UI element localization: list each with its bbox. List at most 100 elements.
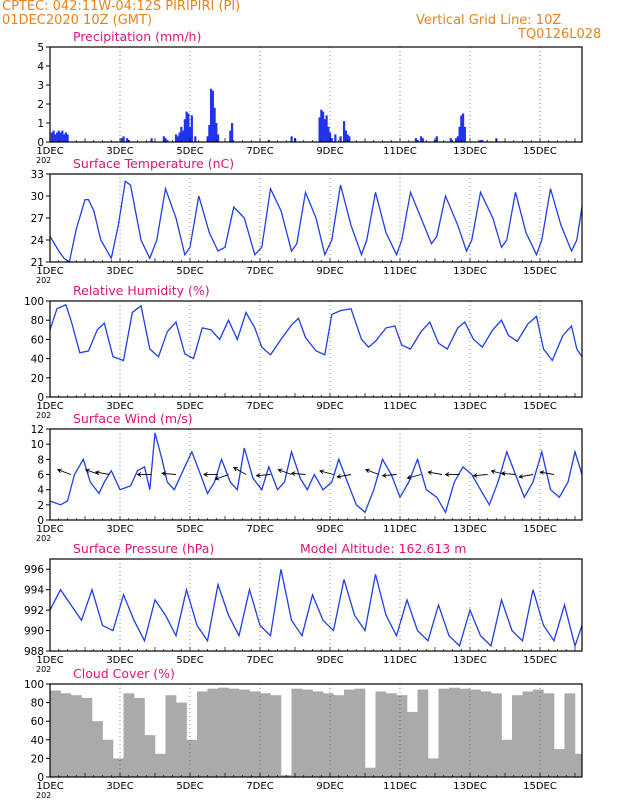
- wind-arrowhead: [161, 471, 166, 476]
- wind-arrow: [162, 472, 177, 475]
- x-tick-label: 3DEC: [106, 655, 133, 666]
- precip-bar: [50, 132, 53, 142]
- precip-bar: [421, 138, 424, 142]
- panel-2: [46, 173, 583, 264]
- x-tick-label: 11DEC: [383, 146, 417, 157]
- precip-bar: [189, 126, 192, 142]
- cloud-bar: [165, 695, 177, 777]
- y-tick-label: 20: [31, 373, 44, 385]
- y-tick-label: 20: [31, 753, 44, 765]
- wind-arrow: [365, 469, 380, 475]
- cloud-bar: [239, 689, 250, 777]
- panel-title: Surface Temperature (nC): [73, 156, 234, 171]
- x-tick-label: 11DEC: [383, 524, 417, 535]
- panel-6: [46, 683, 583, 778]
- wind-arrowhead: [214, 475, 220, 481]
- wind-arrow: [501, 472, 516, 475]
- cloud-bar: [375, 691, 387, 777]
- x-tick-label: 9DEC: [316, 146, 343, 157]
- cloud-bar: [438, 688, 450, 777]
- year-label: 202: [36, 411, 51, 420]
- cloud-bar: [491, 693, 502, 777]
- x-tick-label: 7DEC: [246, 524, 273, 535]
- wind-arrowhead: [319, 469, 324, 474]
- precip-bar: [215, 123, 218, 142]
- y-tick-label: 990: [24, 626, 44, 638]
- precip-bar: [231, 123, 234, 142]
- precip-bar: [322, 111, 325, 142]
- cloud-bar: [228, 688, 240, 777]
- y-tick-label: 24: [31, 235, 45, 247]
- panel-frame: [49, 558, 583, 652]
- cloud-bar: [60, 693, 72, 777]
- precip-bar: [162, 136, 165, 142]
- cloud-bar: [396, 695, 408, 777]
- cloud-bar: [543, 693, 555, 777]
- precip-bar: [187, 113, 190, 142]
- x-tick-label: 13DEC: [453, 146, 487, 157]
- x-tick-label: 13DEC: [453, 401, 487, 412]
- cloud-bar: [417, 689, 429, 777]
- panel-title: Precipitation (mm/h): [73, 29, 201, 44]
- x-tick-label: 3DEC: [106, 266, 133, 277]
- precip-bar: [66, 134, 69, 142]
- y-tick-label: 992: [24, 605, 44, 617]
- vertical-grid-label: Vertical Grid Line: 10Z: [416, 13, 562, 28]
- x-tick-label: 3DEC: [106, 524, 133, 535]
- precip-bar: [56, 132, 59, 142]
- cloud-bar: [302, 689, 313, 777]
- cloud-bar: [260, 693, 271, 777]
- y-tick-label: 3: [37, 80, 44, 92]
- y-tick-label: 10: [31, 439, 44, 451]
- panel-title: Cloud Cover (%): [73, 666, 175, 681]
- precip-bar: [458, 126, 461, 142]
- precip-bar: [150, 138, 153, 142]
- x-tick-label: 1DEC: [36, 266, 63, 277]
- y-tick-label: 8: [37, 454, 44, 466]
- y-tick-label: 27: [31, 213, 44, 225]
- year-label: 202: [36, 665, 51, 674]
- cloud-bar: [449, 687, 460, 777]
- x-tick-label: 1DEC: [36, 401, 63, 412]
- precip-bar: [327, 126, 330, 142]
- wind-arrow: [233, 467, 247, 475]
- precip-bar: [54, 134, 57, 142]
- panel-frame: [49, 428, 583, 521]
- cloud-bar: [386, 693, 397, 777]
- x-tick-label: 1DEC: [36, 781, 63, 792]
- cloud-bar: [522, 691, 534, 777]
- x-tick-label: 13DEC: [453, 655, 487, 666]
- x-tick-label: 5DEC: [176, 781, 203, 792]
- wind-arrowhead: [84, 468, 90, 474]
- x-tick-label: 7DEC: [246, 146, 273, 157]
- year-label: 202: [36, 276, 51, 285]
- x-tick-label: 7DEC: [246, 781, 273, 792]
- year-label: 202: [36, 156, 51, 165]
- wind-arrowhead: [277, 468, 283, 474]
- y-tick-label: 80: [31, 315, 44, 327]
- precip-bar: [182, 130, 185, 142]
- x-tick-label: 3DEC: [106, 401, 133, 412]
- x-tick-label: 5DEC: [176, 524, 203, 535]
- cloud-bar: [207, 688, 219, 777]
- precip-bar: [229, 130, 232, 142]
- precip-bar: [318, 117, 321, 142]
- y-tick-label: 4: [37, 485, 44, 497]
- precip-bar: [462, 113, 465, 142]
- x-tick-label: 1DEC: [36, 524, 63, 535]
- x-tick-label: 15DEC: [523, 401, 557, 412]
- precip-bar: [206, 136, 209, 142]
- wind-arrowhead: [444, 472, 450, 477]
- x-tick-label: 15DEC: [523, 266, 557, 277]
- wind-arrow: [519, 474, 534, 478]
- precip-bar: [290, 136, 293, 142]
- wind-arrowhead: [500, 471, 506, 476]
- x-tick-label: 15DEC: [523, 524, 557, 535]
- y-tick-label: 0: [37, 772, 44, 784]
- x-tick-label: 3DEC: [106, 146, 133, 157]
- x-tick-label: 11DEC: [383, 401, 417, 412]
- precip-bar: [329, 132, 332, 142]
- cloud-bar: [123, 693, 135, 777]
- wind-arrowhead: [56, 468, 62, 474]
